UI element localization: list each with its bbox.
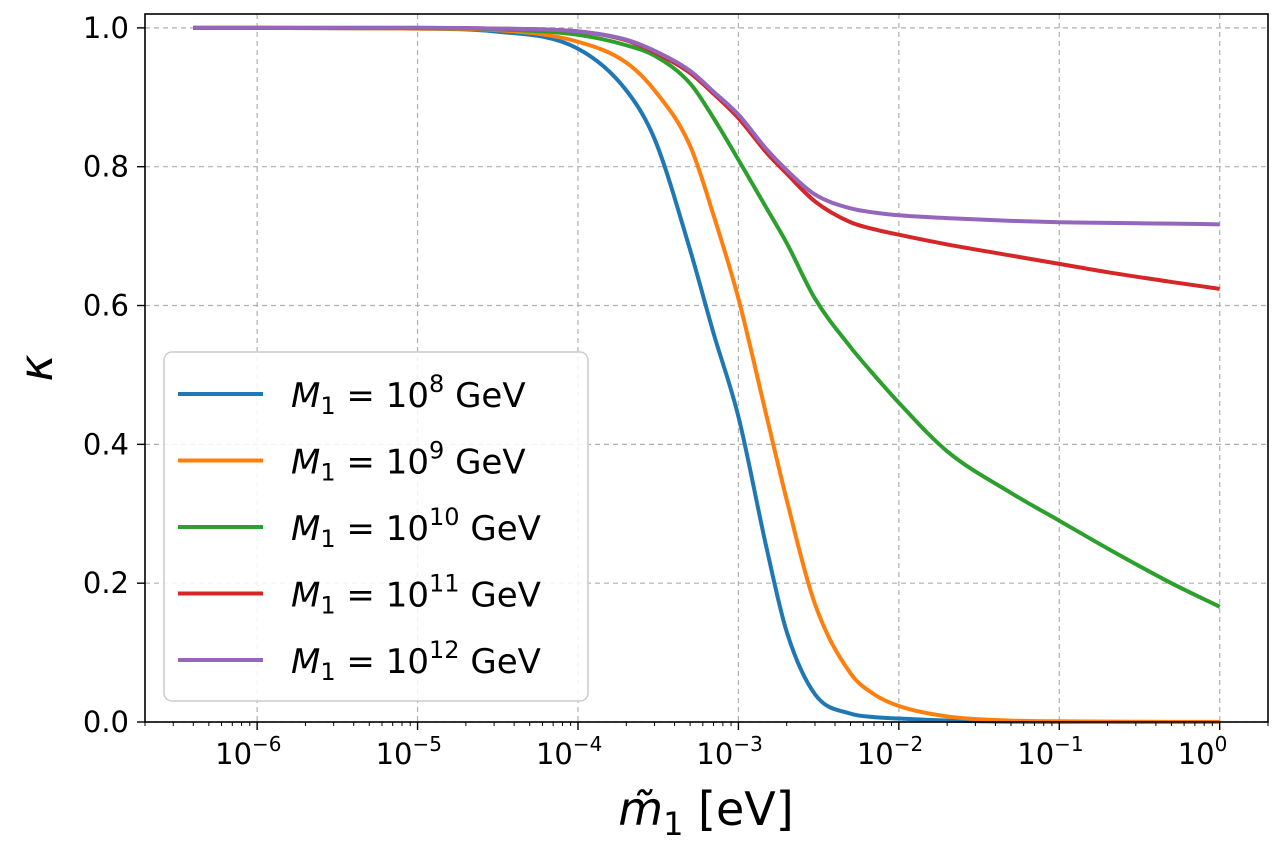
y-tick-label: 0.6 xyxy=(83,289,129,323)
plot-frame xyxy=(144,13,1269,723)
x-tick-label: 10−5 xyxy=(376,732,442,771)
ticks: 10−6 10−5 10−4 10−3 10−2 10−1 100 0.0 0.2 0.4 0.6 0… xyxy=(83,11,1269,771)
axis-labels: m̃1 [eV] κ xyxy=(9,354,794,843)
y-axis-label: κ xyxy=(9,354,63,381)
x-axis-label: m̃1 [eV] xyxy=(618,782,793,843)
x-tick-label: 100 xyxy=(1178,732,1228,771)
y-tick-label: 0.0 xyxy=(83,705,129,739)
legend: M1 = 108 GeV M1 = 109 GeV M1 = 1010 GeV M1 … xyxy=(163,351,589,702)
x-tick-label: 10−3 xyxy=(696,732,762,771)
x-tick-label: 10−1 xyxy=(1017,732,1083,771)
legend-label-5: M1 = 1012 GeV xyxy=(291,636,541,686)
series-line-5 xyxy=(193,25,1220,227)
legend-label-2: M1 = 109 GeV xyxy=(291,437,526,487)
x-tick-label: 10−4 xyxy=(536,732,602,771)
legend-label-1: M1 = 108 GeV xyxy=(291,370,526,420)
legend-box xyxy=(163,351,589,702)
legend-label-4: M1 = 1011 GeV xyxy=(291,570,541,620)
y-tick-label: 1.0 xyxy=(83,11,129,45)
y-tick-label: 0.8 xyxy=(83,150,129,184)
x-tick-label: 10−6 xyxy=(215,732,281,771)
x-tick-label: 10−2 xyxy=(857,732,923,771)
y-tick-label: 0.4 xyxy=(83,427,129,461)
y-tick-label: 0.2 xyxy=(83,566,129,600)
legend-label-3: M1 = 1010 GeV xyxy=(291,503,541,553)
